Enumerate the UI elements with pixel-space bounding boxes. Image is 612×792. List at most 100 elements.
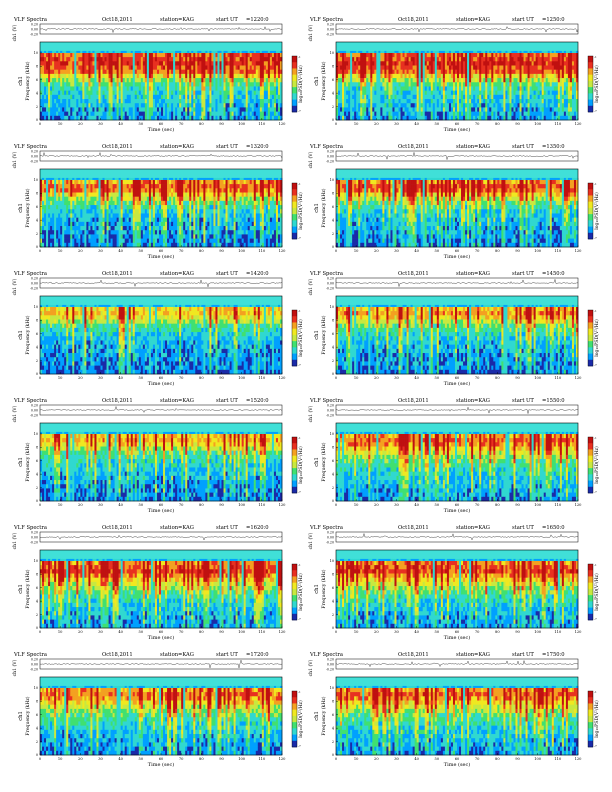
spectrogram-cell — [60, 90, 63, 96]
spectrogram-cell — [571, 103, 575, 108]
spectrogram-cell — [259, 107, 263, 112]
spectrogram-cell — [203, 111, 206, 117]
spectrogram-cell — [356, 115, 359, 121]
spectrogram-cell — [559, 61, 563, 66]
spectrogram-cell — [543, 115, 547, 121]
spectrogram-cell — [68, 103, 71, 108]
spectrogram-cell — [42, 94, 45, 100]
spectrogram-cell — [338, 82, 341, 87]
spectrogram-cell — [233, 192, 236, 197]
spectrogram-cell — [78, 192, 81, 197]
spectrogram-cell — [519, 78, 522, 83]
spectrogram-cell — [368, 52, 371, 58]
spectrogram-top-band — [48, 50, 51, 53]
spectrogram-cell — [350, 94, 353, 100]
spectrogram-cell — [535, 103, 538, 108]
spectrogram-top-band — [122, 50, 125, 53]
spectrogram-cell — [571, 115, 575, 121]
spectrogram-cell — [136, 65, 140, 70]
spectrogram-cell — [54, 115, 57, 121]
spectrogram-cell — [263, 57, 267, 62]
spectrogram-cell — [267, 192, 271, 197]
spectrogram-cell — [501, 78, 504, 83]
spectrogram-cell — [42, 103, 45, 108]
spectrogram-cell — [412, 73, 415, 79]
spectrogram-cell — [392, 73, 395, 79]
spectrogram-cell — [167, 184, 170, 189]
spectrogram-cell — [537, 107, 540, 112]
spectrogram-cell — [422, 103, 426, 108]
spectrogram-cell — [527, 78, 530, 83]
spectrogram-cell — [384, 107, 387, 112]
spectrogram-cell — [219, 86, 222, 91]
spectrogram-cell — [426, 69, 430, 75]
spectrogram-cell — [245, 99, 249, 104]
spectrogram-cell — [239, 200, 242, 206]
spectrogram-cell — [551, 94, 555, 100]
spectrogram-cell — [438, 103, 442, 108]
spectrogram-cell — [52, 188, 55, 193]
spectrogram-cell — [52, 94, 55, 100]
spectrogram-cell — [156, 90, 160, 96]
spectrogram-cell — [261, 188, 265, 193]
spectrogram-cell — [229, 86, 232, 91]
spectrogram-cell — [340, 73, 343, 79]
spectrogram-cell — [112, 115, 115, 121]
spectrogram-cell — [50, 103, 53, 108]
spectrogram-cell — [507, 52, 510, 58]
spectrogram-cell — [525, 78, 528, 83]
spectrogram-cell — [185, 184, 188, 189]
spectrogram-cell — [394, 90, 397, 96]
spectrogram-top-band — [523, 50, 526, 53]
spectrogram-cell — [533, 111, 536, 117]
spectrogram-top-band — [110, 50, 113, 53]
spectrogram-cell — [154, 111, 158, 117]
spectrogram-cell — [400, 94, 403, 100]
spectrogram-top-band — [428, 50, 432, 53]
spectrogram-cell — [56, 57, 59, 62]
spectrogram-cell — [211, 200, 214, 206]
spectrogram-cell — [346, 82, 349, 87]
spectrogram-cell — [112, 111, 115, 117]
spectrogram-top-band — [535, 50, 538, 53]
spectrogram-top-band — [547, 50, 551, 53]
spectrogram-cell — [398, 61, 401, 66]
spectrogram-cell — [152, 184, 156, 189]
spectrogram-cell — [575, 99, 579, 104]
spectrogram-cell — [491, 65, 494, 70]
spectrogram-cell — [275, 90, 279, 96]
panel-start-label: start UT — [216, 17, 238, 23]
spectrogram-cell — [116, 107, 119, 112]
spectrogram-cell — [144, 52, 148, 58]
spectrogram-cell — [249, 57, 253, 62]
spectrogram-cell — [376, 111, 379, 117]
spectrogram-cell — [181, 179, 184, 185]
spectrogram-cell — [561, 86, 565, 91]
spectrogram-cell — [382, 99, 385, 104]
spectrogram-cell — [156, 65, 160, 70]
spectrogram-cell — [84, 115, 87, 121]
spectrogram-cell — [380, 78, 383, 83]
spectrogram-cell — [122, 90, 125, 96]
spectrogram-cell — [128, 73, 132, 79]
spectrogram-cell — [231, 200, 234, 206]
spectrogram-cell — [116, 78, 119, 83]
spectrogram-cell — [54, 78, 57, 83]
spectrogram-cell — [195, 200, 198, 206]
spectrogram-cell — [408, 69, 411, 75]
spectrogram-cell — [338, 57, 341, 62]
spectrogram-cell — [132, 69, 136, 75]
spectrogram-cell — [118, 111, 121, 117]
spectrogram-cell — [364, 111, 367, 117]
spectrogram-cell — [94, 111, 97, 117]
spectrogram-cell — [541, 69, 545, 75]
spectrogram-cell — [138, 179, 142, 185]
spectrogram-cell — [410, 52, 413, 58]
spectrogram-cell — [48, 61, 51, 66]
spectrogram-cell — [261, 90, 265, 96]
spectrogram-cell — [92, 73, 95, 79]
spectrogram-cell — [370, 107, 373, 112]
spectrogram-cell — [521, 78, 524, 83]
spectrogram-cell — [459, 52, 462, 58]
spectrogram-cell — [239, 57, 242, 62]
